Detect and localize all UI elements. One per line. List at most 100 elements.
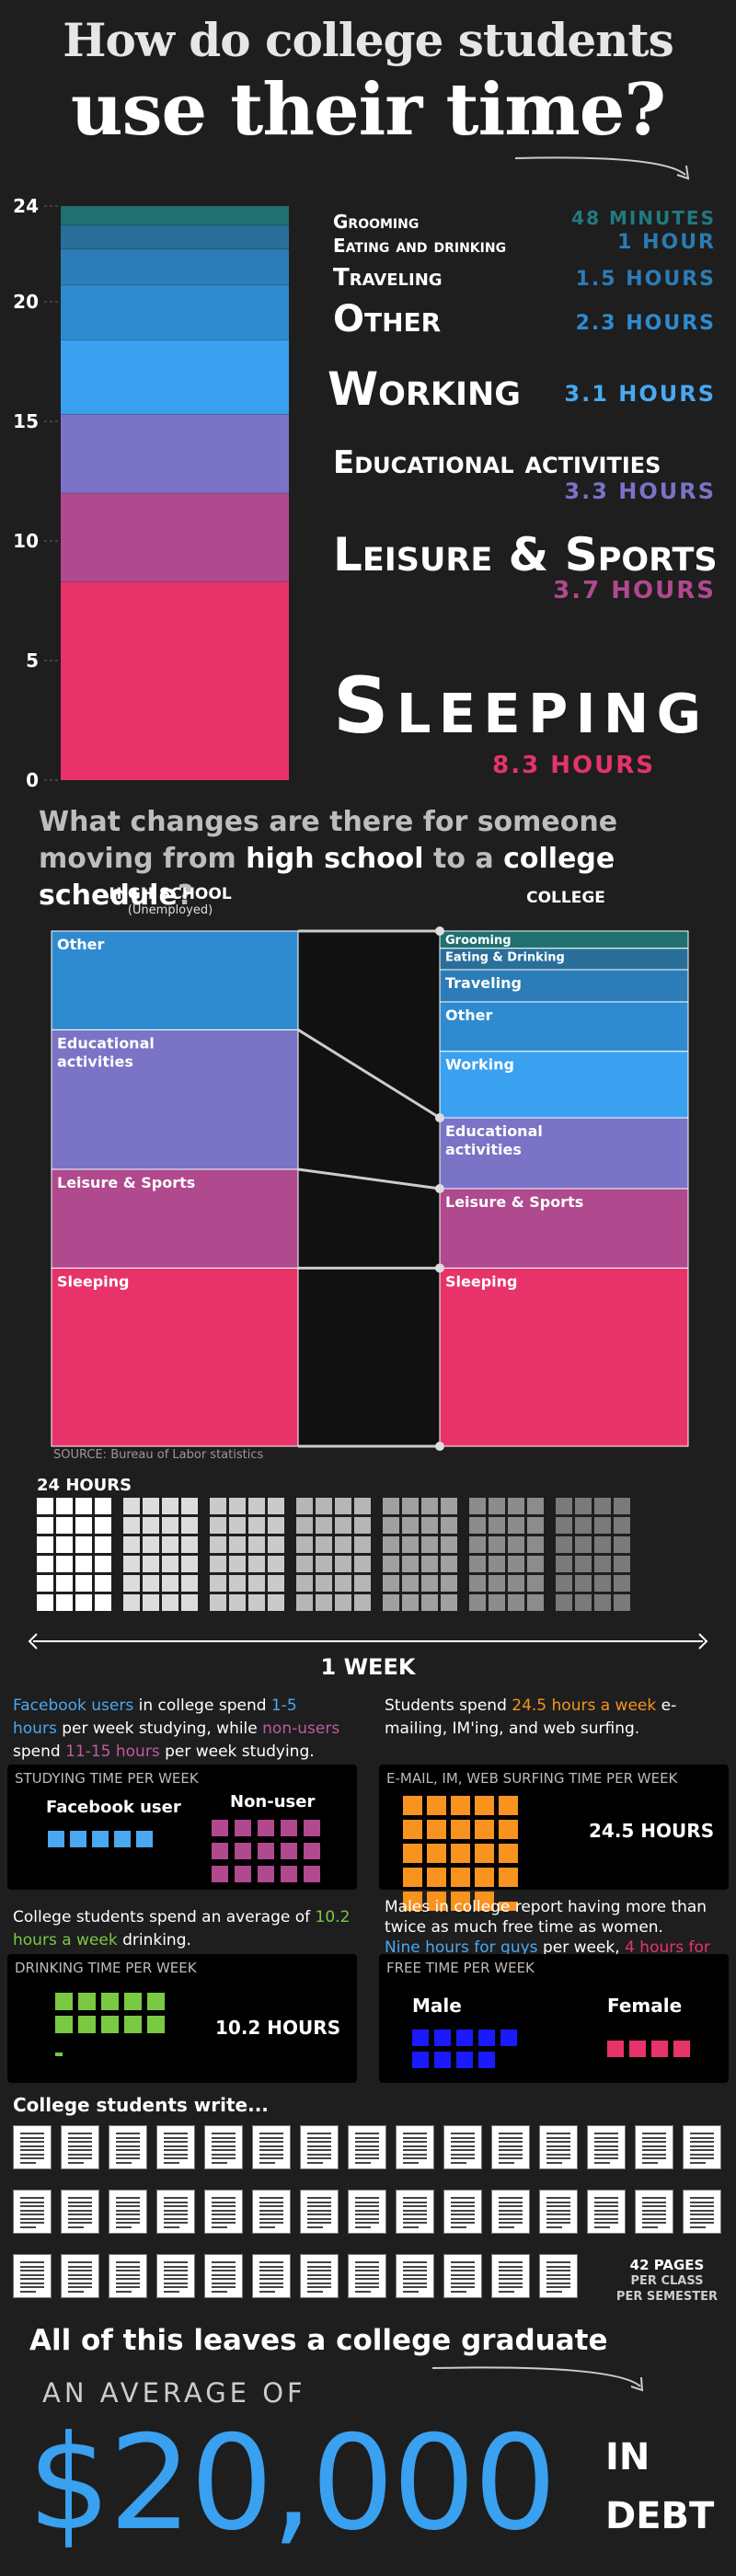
debt-in: IN: [605, 2436, 650, 2478]
page-line: [68, 2141, 92, 2143]
college-bar-sleeping: [439, 1267, 689, 1447]
page-line: [642, 2197, 666, 2199]
page-line: [690, 2153, 714, 2156]
page-line: [355, 2205, 379, 2207]
hour-cell: [95, 1575, 111, 1592]
non-user-square: [258, 1866, 274, 1882]
page-line: [594, 2141, 618, 2143]
page-line: [212, 2286, 236, 2288]
hour-cell: [56, 1594, 73, 1611]
page-line: [499, 2273, 523, 2276]
hour-cell: [508, 1517, 524, 1534]
page-icon: [396, 2125, 434, 2169]
hours-sleeping: 8.3 HOURS: [492, 752, 655, 779]
page-line: [259, 2201, 283, 2203]
female-square: [673, 2041, 690, 2057]
page-line: [307, 2214, 331, 2215]
page-icon: [204, 2125, 243, 2169]
page-line: [68, 2161, 84, 2164]
hour-cell: [268, 1575, 284, 1592]
male-square: [434, 2030, 451, 2046]
page-line: [212, 2217, 236, 2220]
hour-cell: [75, 1556, 92, 1572]
college-label-leisure-and-sports: Leisure & Sports: [445, 1193, 583, 1211]
page-line: [307, 2261, 331, 2263]
page-line: [307, 2161, 323, 2164]
page-line: [546, 2214, 570, 2215]
page-line: [499, 2290, 514, 2293]
hour-cell: [469, 1498, 486, 1514]
page-line: [116, 2270, 140, 2271]
hour-cell: [614, 1556, 630, 1572]
page-line: [212, 2270, 236, 2271]
page-line: [403, 2273, 427, 2276]
hour-cell: [37, 1517, 53, 1534]
page-line: [20, 2225, 36, 2228]
email-square: [451, 1796, 470, 1815]
page-line: [68, 2157, 92, 2159]
hour-cell: [335, 1575, 351, 1592]
page-line: [20, 2133, 44, 2134]
hour-cell: [95, 1536, 111, 1553]
hour-cell: [402, 1536, 419, 1553]
page-line: [259, 2282, 283, 2284]
page-line: [642, 2149, 666, 2151]
y-tick-10: 10: [13, 530, 39, 552]
page-icon: [443, 2254, 482, 2298]
page-line: [451, 2141, 475, 2143]
page-line: [164, 2261, 188, 2263]
page-line: [642, 2141, 666, 2143]
page-icon: [683, 2125, 721, 2169]
studying-box: STUDYING TIME PER WEEK Facebook user Non…: [7, 1765, 357, 1890]
page-line: [546, 2133, 570, 2134]
hour-cell: [383, 1556, 399, 1572]
page-line: [212, 2136, 236, 2139]
drinking-square: [147, 1993, 165, 2010]
hour-cell: [181, 1536, 198, 1553]
page-line: [212, 2133, 236, 2134]
college-bar-leisure-and-sports: [439, 1188, 689, 1269]
page-line: [499, 2157, 523, 2159]
page-icon: [587, 2125, 626, 2169]
page-line: [499, 2133, 523, 2134]
non-user-square: [281, 1866, 297, 1882]
label-educational-activities: Educational activities: [333, 444, 661, 481]
page-line: [355, 2136, 379, 2139]
facebook-user-square: [136, 1831, 153, 1847]
page-line: [116, 2201, 140, 2203]
page-icon: [396, 2254, 434, 2298]
hour-cell: [181, 1575, 198, 1592]
hour-cell: [123, 1498, 140, 1514]
hour-cell: [383, 1594, 399, 1611]
page-line: [594, 2205, 618, 2207]
page-line: [499, 2153, 523, 2156]
page-line: [546, 2153, 570, 2156]
page-line: [307, 2222, 331, 2224]
page-line: [690, 2133, 714, 2134]
page-line: [20, 2290, 36, 2293]
page-line: [164, 2133, 188, 2134]
page-line: [594, 2133, 618, 2134]
debt-line-2: AN AVERAGE OF: [42, 2377, 306, 2409]
bar-working: [61, 339, 289, 415]
page-line: [116, 2205, 140, 2207]
page-line: [355, 2273, 379, 2276]
page-icon: [348, 2125, 386, 2169]
page-line: [546, 2273, 570, 2276]
hour-cell: [441, 1498, 457, 1514]
page-line: [164, 2278, 188, 2280]
page-line: [116, 2209, 140, 2212]
non-user-square: [235, 1820, 251, 1836]
page-line: [499, 2201, 523, 2203]
college-label-educational-activities-2: activities: [445, 1141, 522, 1158]
page-line: [403, 2145, 427, 2147]
page-line: [403, 2225, 419, 2228]
page-line: [259, 2157, 283, 2159]
page-line: [499, 2136, 523, 2139]
page-line: [68, 2290, 84, 2293]
page-line: [355, 2290, 371, 2293]
email-square: [427, 1844, 446, 1863]
page-line: [546, 2136, 570, 2139]
page-line: [164, 2161, 179, 2164]
